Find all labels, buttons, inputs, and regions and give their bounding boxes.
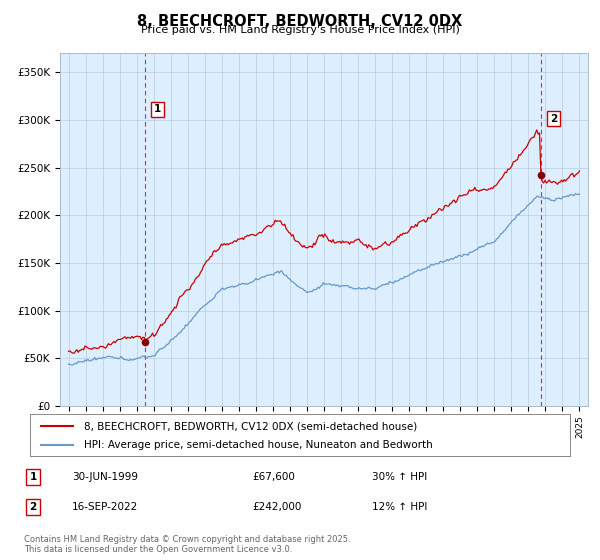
Text: 2: 2	[550, 114, 557, 124]
Text: 1: 1	[29, 472, 37, 482]
Text: £242,000: £242,000	[252, 502, 301, 512]
Text: 16-SEP-2022: 16-SEP-2022	[72, 502, 138, 512]
Text: £67,600: £67,600	[252, 472, 295, 482]
Text: 1: 1	[154, 104, 161, 114]
Text: 12% ↑ HPI: 12% ↑ HPI	[372, 502, 427, 512]
Text: 2: 2	[29, 502, 37, 512]
Text: 8, BEECHCROFT, BEDWORTH, CV12 0DX: 8, BEECHCROFT, BEDWORTH, CV12 0DX	[137, 14, 463, 29]
Text: Price paid vs. HM Land Registry's House Price Index (HPI): Price paid vs. HM Land Registry's House …	[140, 25, 460, 35]
Text: HPI: Average price, semi-detached house, Nuneaton and Bedworth: HPI: Average price, semi-detached house,…	[84, 440, 433, 450]
Text: 8, BEECHCROFT, BEDWORTH, CV12 0DX (semi-detached house): 8, BEECHCROFT, BEDWORTH, CV12 0DX (semi-…	[84, 421, 417, 431]
Text: 30% ↑ HPI: 30% ↑ HPI	[372, 472, 427, 482]
Text: Contains HM Land Registry data © Crown copyright and database right 2025.
This d: Contains HM Land Registry data © Crown c…	[24, 535, 350, 554]
Text: 30-JUN-1999: 30-JUN-1999	[72, 472, 138, 482]
